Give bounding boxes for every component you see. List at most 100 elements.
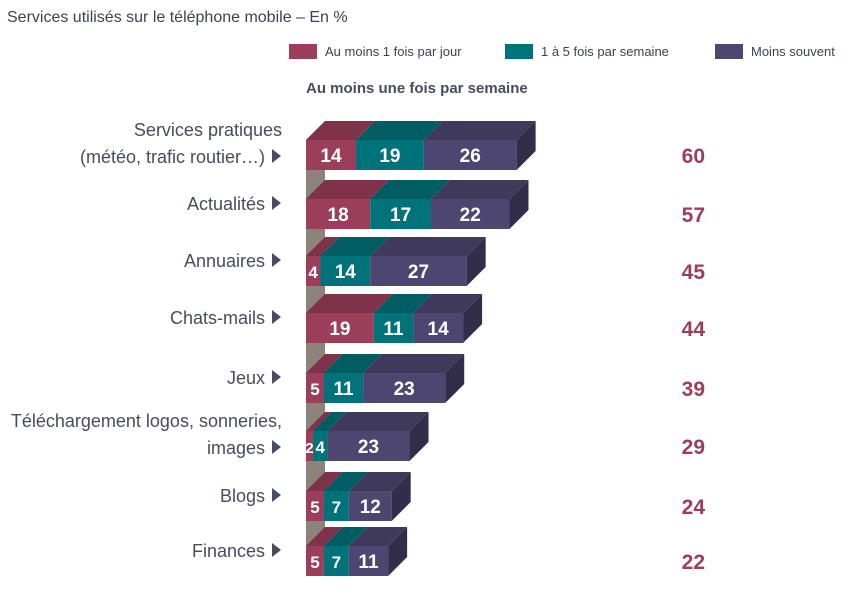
value-label-0-1: 19 (379, 146, 400, 167)
category-arrow-icon-5 (272, 440, 281, 454)
bar-segment-2-2 (370, 256, 467, 286)
chart-subtitle: Au moins une fois par semaine (306, 80, 528, 97)
bar-top-5-2 (327, 412, 429, 431)
value-label-6-1: 7 (332, 498, 341, 517)
legend-swatch-less-often (715, 44, 743, 59)
chart-back-wall (306, 121, 325, 576)
value-label-5-1: 4 (316, 438, 326, 457)
bar-group-4: 5 11 23 (306, 354, 465, 403)
value-label-0-2: 26 (460, 146, 481, 167)
bar-segment-5-2 (327, 431, 410, 461)
value-label-1-1: 17 (390, 205, 411, 226)
total-label-0: 60 (682, 145, 705, 168)
bar-side-6 (391, 472, 411, 521)
value-label-5-0: 2 (305, 440, 313, 457)
bar-segment-4-1 (323, 373, 364, 403)
bar-segment-3-2 (413, 313, 464, 343)
bar-top-5-1 (313, 412, 347, 431)
category-label-5-0: Téléchargement logos, sonneries, (11, 411, 282, 431)
bar-segment-7-0 (306, 546, 324, 576)
value-label-2-2: 27 (408, 262, 429, 283)
bar-top-7-0 (306, 527, 343, 546)
bar-top-3-2 (413, 294, 483, 313)
category-arrow-icon-1 (272, 196, 281, 210)
bar-top-4-1 (323, 354, 383, 373)
chart-title: Services utilisés sur le téléphone mobil… (7, 9, 348, 26)
bar-segment-6-0 (306, 491, 324, 521)
bar-top-2-0 (306, 237, 340, 256)
category-label-2-0: Annuaires (184, 251, 265, 271)
bar-segment-1-2 (430, 199, 510, 229)
bar-side-2 (466, 237, 486, 286)
category-label-5-1: images (207, 438, 265, 458)
bar-segment-0-0 (306, 140, 356, 170)
bar-side-4 (445, 354, 465, 403)
value-label-4-1: 11 (333, 379, 354, 400)
bar-top-0-2 (423, 121, 536, 140)
bar-side-7 (388, 527, 408, 576)
bar-segment-0-1 (355, 140, 424, 170)
value-label-4-0: 5 (310, 380, 319, 399)
legend-label-less-often: Moins souvent (751, 44, 835, 59)
value-label-3-1: 11 (383, 319, 404, 340)
bar-segment-2-0 (306, 256, 321, 286)
bar-top-7-1 (323, 527, 368, 546)
bar-segment-3-1 (373, 313, 414, 343)
value-label-6-0: 5 (310, 498, 319, 517)
legend-item-less-often: Moins souvent (715, 44, 835, 59)
value-label-1-2: 22 (460, 205, 481, 226)
legend-swatch-daily (289, 44, 317, 59)
category-arrow-icon-0 (272, 149, 281, 163)
total-label-5: 29 (682, 436, 705, 459)
category-arrow-icon-7 (272, 543, 281, 557)
bar-group-6: 5 7 12 (306, 472, 411, 521)
bar-segment-3-0 (306, 313, 374, 343)
legend-label-weekly: 1 à 5 fois par semaine (541, 44, 669, 59)
category-arrow-icon-2 (272, 253, 281, 267)
bar-segment-7-1 (323, 546, 349, 576)
bar-top-2-1 (320, 237, 390, 256)
bar-top-4-2 (363, 354, 465, 373)
bar-group-0: 14 19 26 (306, 121, 536, 170)
bar-segment-1-0 (306, 199, 371, 229)
bar-group-1: 18 17 22 (306, 180, 529, 229)
value-label-0-0: 14 (320, 146, 342, 167)
bar-top-4-0 (306, 354, 343, 373)
category-label-0-0: Services pratiques (134, 120, 282, 140)
legend-swatch-weekly (505, 44, 533, 59)
bar-segment-4-2 (363, 373, 446, 403)
bar-top-1-0 (306, 180, 390, 199)
bar-side-0 (516, 121, 536, 170)
total-label-3: 44 (682, 318, 706, 341)
bar-segment-1-1 (370, 199, 431, 229)
bar-top-3-1 (373, 294, 433, 313)
legend-item-daily: Au moins 1 fois par jour (289, 44, 462, 59)
bar-top-3-0 (306, 294, 393, 313)
bar-top-5-0 (306, 412, 333, 431)
bar-top-6-0 (306, 472, 343, 491)
legend-label-daily: Au moins 1 fois par jour (325, 44, 462, 59)
category-arrow-icon-3 (272, 310, 281, 324)
legend-item-weekly: 1 à 5 fois par semaine (505, 44, 669, 59)
legend: Au moins 1 fois par jour 1 à 5 fois par … (0, 0, 848, 70)
total-label-7: 22 (682, 551, 705, 574)
bar-group-7: 5 7 11 (306, 527, 408, 576)
value-label-5-2: 23 (358, 437, 379, 458)
bar-side-5 (409, 412, 429, 461)
bar-segment-2-1 (320, 256, 371, 286)
category-arrow-icon-6 (272, 488, 281, 502)
bar-group-3: 19 11 14 (306, 294, 483, 343)
value-label-4-2: 23 (394, 379, 415, 400)
bar-top-0-1 (355, 121, 443, 140)
category-label-1-0: Actualités (187, 194, 265, 214)
category-label-0-1: (météo, trafic routier…) (80, 147, 265, 167)
bar-segment-7-2 (348, 546, 389, 576)
bar-top-0-0 (306, 121, 375, 140)
value-label-7-0: 5 (310, 553, 319, 572)
category-label-4-0: Jeux (227, 368, 265, 388)
bar-top-6-2 (348, 472, 411, 491)
bar-side-3 (463, 294, 483, 343)
bar-top-1-1 (370, 180, 450, 199)
total-label-4: 39 (682, 378, 705, 401)
